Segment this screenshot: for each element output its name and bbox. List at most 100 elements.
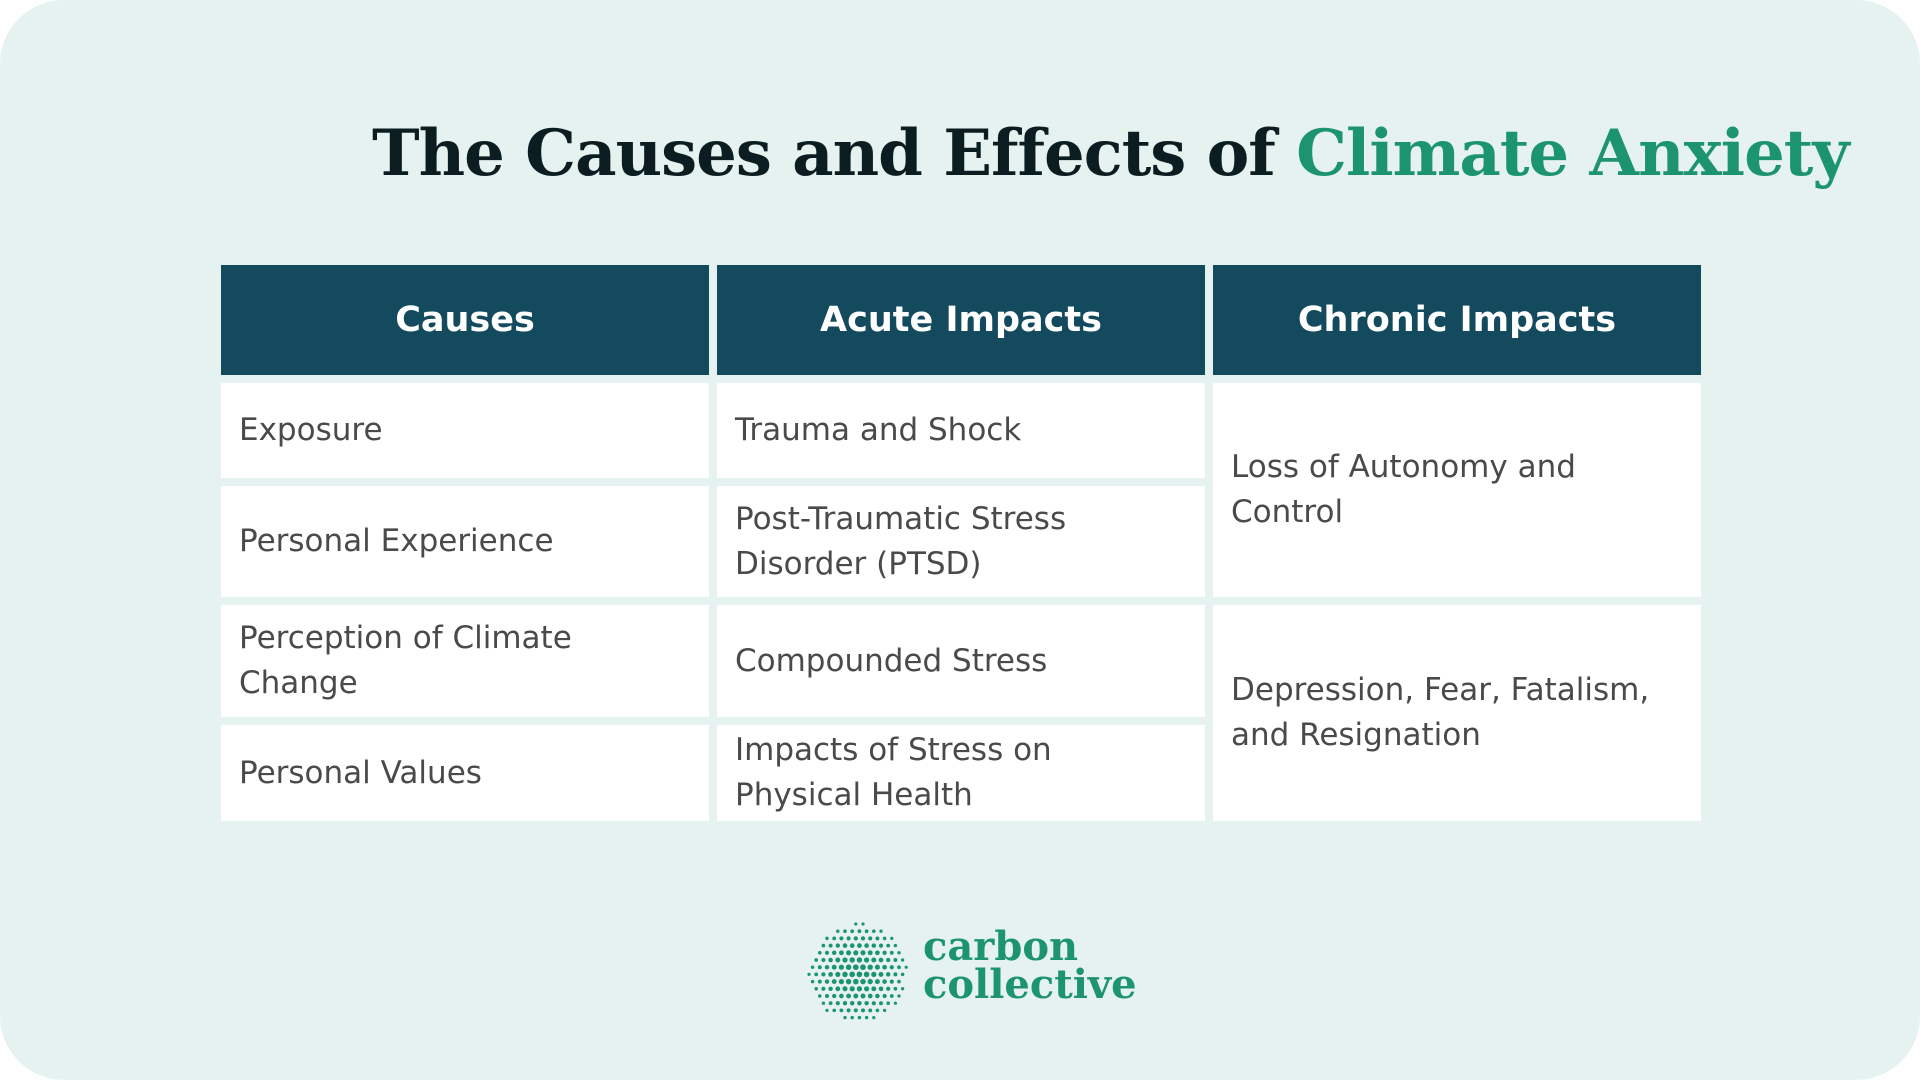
logo-dot (814, 972, 819, 977)
logo-dot (814, 987, 818, 991)
logo-dot (889, 994, 894, 998)
logo-dot (842, 986, 848, 992)
logo-dot (850, 1015, 854, 1020)
logo-dot (838, 979, 844, 985)
logo-dot (867, 993, 873, 999)
logo-dot (861, 922, 865, 926)
logo-dot (886, 986, 891, 991)
logo-dot (835, 1001, 840, 1006)
logo-dot (854, 922, 858, 926)
logo-dot (864, 929, 869, 934)
logo-dot (835, 971, 841, 977)
logo-dot (843, 929, 847, 934)
logo-dot (897, 994, 901, 998)
logo-dot (846, 936, 851, 941)
logo-dot (861, 1008, 865, 1013)
logo-dot (864, 986, 870, 992)
logo-dot (879, 1001, 883, 1006)
logo-dot (814, 958, 819, 962)
logo-dot (817, 965, 822, 970)
logo-dot (838, 964, 845, 970)
logo-dot (882, 993, 887, 999)
chronic-impact-cell: Depression, Fear, Fatalism, and Resignat… (1213, 605, 1701, 821)
logo-dot (838, 950, 844, 956)
logo-dot (893, 943, 898, 948)
logo-dot (882, 979, 887, 984)
logo-dot (821, 943, 826, 948)
logo-dot (835, 957, 841, 963)
logo-dot (900, 987, 905, 991)
acute-impact-cell: Trauma and Shock (717, 383, 1205, 478)
logo-dot (860, 978, 866, 985)
logo-dot (857, 1000, 862, 1006)
logo-dot (867, 978, 873, 985)
chronic-impact-cell: Loss of Autonomy and Control (1213, 383, 1701, 597)
cause-cell: Exposure (221, 383, 709, 478)
logo-dot (871, 986, 877, 992)
logo-dot (864, 943, 869, 948)
logo-dot (871, 1001, 876, 1006)
logo-dot (828, 943, 833, 948)
logo-dot (878, 971, 884, 977)
logo-dot (860, 936, 866, 941)
logo-dot (897, 979, 901, 984)
logo-dot (817, 950, 822, 955)
logo-dot (832, 1008, 836, 1013)
logo-dot (872, 929, 876, 933)
logo-dot (849, 943, 855, 948)
logo-dot (810, 965, 815, 969)
logo-dot (832, 993, 837, 999)
logo-dot (871, 971, 877, 978)
logo-dot (882, 950, 887, 955)
logo-dot (849, 957, 855, 963)
title-accent: Climate Anxiety (1296, 116, 1849, 191)
logo-dot (835, 943, 840, 948)
logo-dot (828, 972, 833, 977)
logo-dot (893, 1001, 897, 1005)
logo-dot (810, 979, 815, 984)
logo-dot (845, 964, 852, 970)
logo-dot (897, 951, 901, 955)
logo-dot (835, 986, 841, 992)
logo-dot (882, 1008, 887, 1013)
logo-dot (839, 993, 844, 999)
logo-dot (900, 958, 905, 962)
logo-dot (850, 929, 855, 934)
logo-dot (853, 1008, 858, 1013)
logo-dot (849, 1000, 855, 1006)
logo-dot (849, 986, 855, 992)
logo-dot (824, 979, 830, 984)
logo-dot (842, 943, 848, 948)
logo-line-2: collective (923, 961, 1137, 1008)
logo-dot (875, 1008, 880, 1013)
logo-dot (818, 994, 822, 998)
logo-dot (839, 1008, 844, 1013)
logo-dot (842, 971, 848, 978)
logo-dot (842, 957, 848, 963)
logo-dot (807, 972, 811, 977)
logo-dot (886, 943, 891, 948)
logo-dot (864, 1015, 869, 1020)
logo-dot (868, 936, 873, 941)
logo-dot (856, 986, 863, 992)
logo-dot (846, 993, 852, 999)
logo-dot (878, 986, 884, 992)
logo-dot (863, 957, 870, 963)
dotted-circle-icon (807, 922, 908, 1020)
logo-dot (828, 957, 833, 963)
logo-dot (882, 936, 887, 941)
logo-dot (824, 964, 830, 970)
logo-dot (864, 1000, 869, 1006)
logo-dot (853, 993, 859, 999)
logo-dot (821, 972, 826, 977)
logo-dot (871, 957, 877, 963)
logo-dot (853, 978, 859, 985)
logo-dot (904, 965, 908, 969)
logo-dot (831, 979, 837, 985)
logo-dot (843, 1015, 847, 1020)
logo-dot (852, 964, 859, 971)
logo-dot (878, 943, 884, 948)
logo-dot (868, 1008, 873, 1013)
carbon-collective-logo: carbon collective (805, 920, 1137, 1025)
